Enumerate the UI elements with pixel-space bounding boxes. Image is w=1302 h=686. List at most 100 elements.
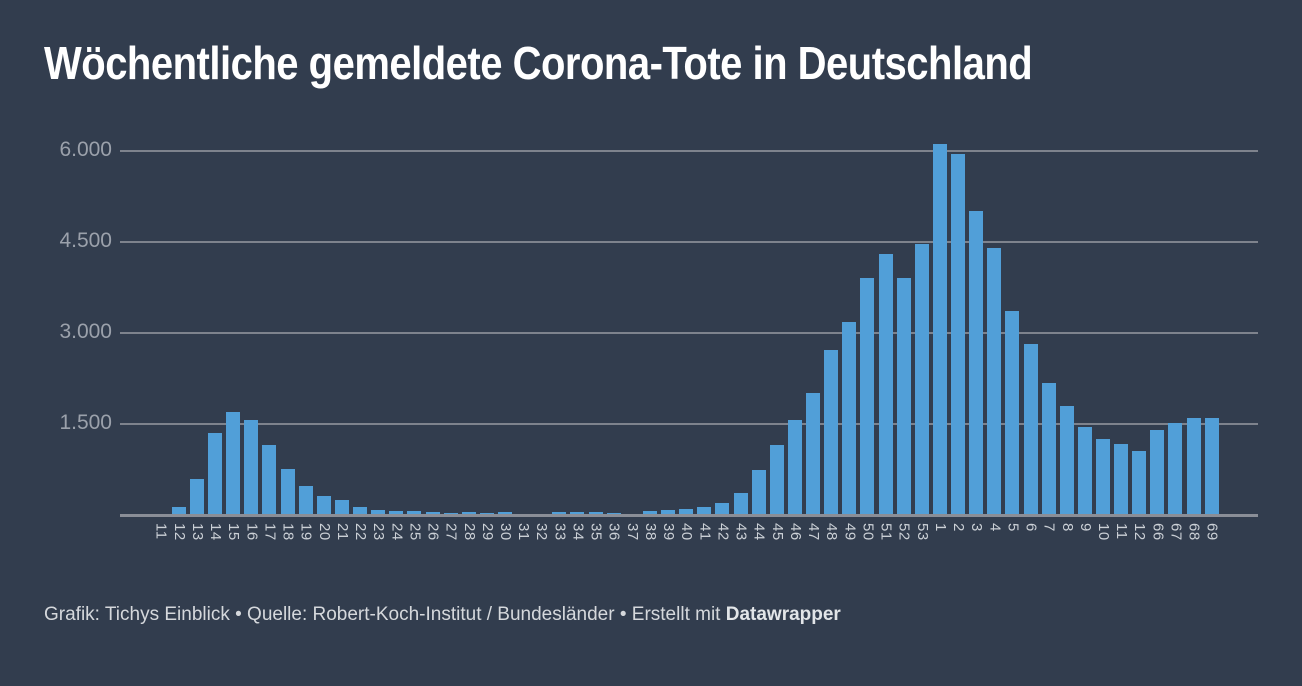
y-tick-label: 3.000 xyxy=(59,319,112,343)
bar-week-49[interactable] xyxy=(842,322,857,515)
x-tick-label: 47 xyxy=(805,523,823,541)
chart-title: Wöchentliche gemeldete Corona-Tote in De… xyxy=(44,38,1033,90)
bar-week-52[interactable] xyxy=(896,278,911,515)
x-tick-label: 22 xyxy=(352,523,370,541)
x-tick-label: 3 xyxy=(968,523,986,532)
bar-week-41[interactable] xyxy=(697,507,712,515)
bar-week-25[interactable] xyxy=(407,511,422,515)
x-tick-label: 18 xyxy=(279,523,297,541)
bar-week-38[interactable] xyxy=(642,511,657,515)
bar-week-27[interactable] xyxy=(443,512,458,515)
bar-week-17[interactable] xyxy=(262,445,277,515)
bar-week-4[interactable] xyxy=(987,247,1002,515)
bar-week-35[interactable] xyxy=(588,512,603,515)
x-tick-label: 68 xyxy=(1185,523,1203,541)
x-tick-label: 12 xyxy=(170,523,188,541)
bar-week-21[interactable] xyxy=(334,500,349,515)
bar-week-66[interactable] xyxy=(1150,429,1165,515)
x-tick-label: 9 xyxy=(1076,523,1094,532)
x-tick-label: 45 xyxy=(768,523,786,541)
bar-week-11[interactable] xyxy=(1114,443,1129,515)
bar-week-30[interactable] xyxy=(497,511,512,515)
bar-week-34[interactable] xyxy=(570,511,585,515)
bar-week-47[interactable] xyxy=(806,392,821,515)
x-tick-label: 30 xyxy=(496,523,514,541)
x-tick-label: 27 xyxy=(442,523,460,541)
bar-week-26[interactable] xyxy=(425,512,440,515)
bar-week-14[interactable] xyxy=(208,432,223,515)
gridline-6.000 xyxy=(120,149,1258,152)
bar-week-8[interactable] xyxy=(1059,405,1074,515)
y-tick-label: 6.000 xyxy=(59,137,112,161)
bar-week-48[interactable] xyxy=(824,350,839,515)
x-tick-label: 14 xyxy=(207,523,225,541)
bar-week-45[interactable] xyxy=(769,444,784,515)
x-tick-label: 28 xyxy=(460,523,478,541)
gridline-3.000 xyxy=(120,331,1258,334)
bar-week-51[interactable] xyxy=(878,254,893,515)
x-tick-label: 39 xyxy=(660,523,678,541)
chart-footer: Grafik: Tichys Einblick • Quelle: Robert… xyxy=(44,604,841,626)
x-tick-label: 16 xyxy=(243,523,261,541)
bar-week-39[interactable] xyxy=(661,509,676,515)
x-tick-label: 46 xyxy=(786,523,804,541)
bar-week-16[interactable] xyxy=(244,420,259,515)
bar-week-2[interactable] xyxy=(951,153,966,515)
bar-week-68[interactable] xyxy=(1186,418,1201,515)
bar-week-40[interactable] xyxy=(679,509,694,515)
x-tick-label: 15 xyxy=(225,523,243,541)
x-tick-label: 17 xyxy=(261,523,279,541)
x-tick-label: 25 xyxy=(406,523,424,541)
x-tick-label: 37 xyxy=(623,523,641,541)
bar-week-15[interactable] xyxy=(226,411,241,515)
attribution-text: Grafik: Tichys Einblick • Quelle: Robert… xyxy=(44,604,726,625)
bar-week-18[interactable] xyxy=(280,469,295,515)
bar-week-12[interactable] xyxy=(171,507,186,515)
bar-week-43[interactable] xyxy=(733,493,748,515)
x-tick-label: 7 xyxy=(1040,523,1058,532)
bar-week-6[interactable] xyxy=(1023,343,1038,515)
bar-week-23[interactable] xyxy=(371,509,386,515)
gridline-4.500 xyxy=(120,240,1258,243)
bar-week-9[interactable] xyxy=(1077,426,1092,515)
x-tick-label: 10 xyxy=(1094,523,1112,541)
bar-week-10[interactable] xyxy=(1095,439,1110,515)
x-tick-label: 41 xyxy=(696,523,714,541)
bar-week-42[interactable] xyxy=(715,503,730,515)
bar-week-5[interactable] xyxy=(1005,311,1020,515)
bar-week-12[interactable] xyxy=(1132,451,1147,515)
x-tick-label: 42 xyxy=(714,523,732,541)
y-tick-label: 4.500 xyxy=(59,228,112,252)
bar-week-46[interactable] xyxy=(787,420,802,515)
bar-week-44[interactable] xyxy=(751,470,766,515)
bar-week-3[interactable] xyxy=(969,211,984,515)
bar-week-7[interactable] xyxy=(1041,383,1056,515)
x-tick-label: 35 xyxy=(587,523,605,541)
bar-week-50[interactable] xyxy=(860,278,875,515)
bar-week-1[interactable] xyxy=(932,144,947,515)
x-tick-label: 31 xyxy=(515,523,533,541)
bar-week-53[interactable] xyxy=(914,244,929,515)
gridline-1.500 xyxy=(120,422,1258,425)
bar-week-19[interactable] xyxy=(298,485,313,515)
bar-week-36[interactable] xyxy=(606,512,621,515)
bar-week-69[interactable] xyxy=(1204,418,1219,515)
bar-week-28[interactable] xyxy=(461,512,476,515)
bar-week-24[interactable] xyxy=(389,511,404,515)
bar-week-33[interactable] xyxy=(552,512,567,515)
x-axis-baseline xyxy=(120,514,1258,517)
bar-week-20[interactable] xyxy=(316,495,331,515)
x-tick-label: 52 xyxy=(895,523,913,541)
x-tick-label: 53 xyxy=(913,523,931,541)
x-tick-label: 19 xyxy=(297,523,315,541)
x-tick-label: 8 xyxy=(1058,523,1076,532)
x-tick-label: 1 xyxy=(931,523,949,532)
x-tick-label: 20 xyxy=(315,523,333,541)
bar-week-67[interactable] xyxy=(1168,422,1183,515)
bar-week-13[interactable] xyxy=(189,479,204,515)
x-tick-label: 2 xyxy=(950,523,968,532)
bar-week-22[interactable] xyxy=(353,507,368,515)
datawrapper-credit[interactable]: Datawrapper xyxy=(725,604,841,625)
